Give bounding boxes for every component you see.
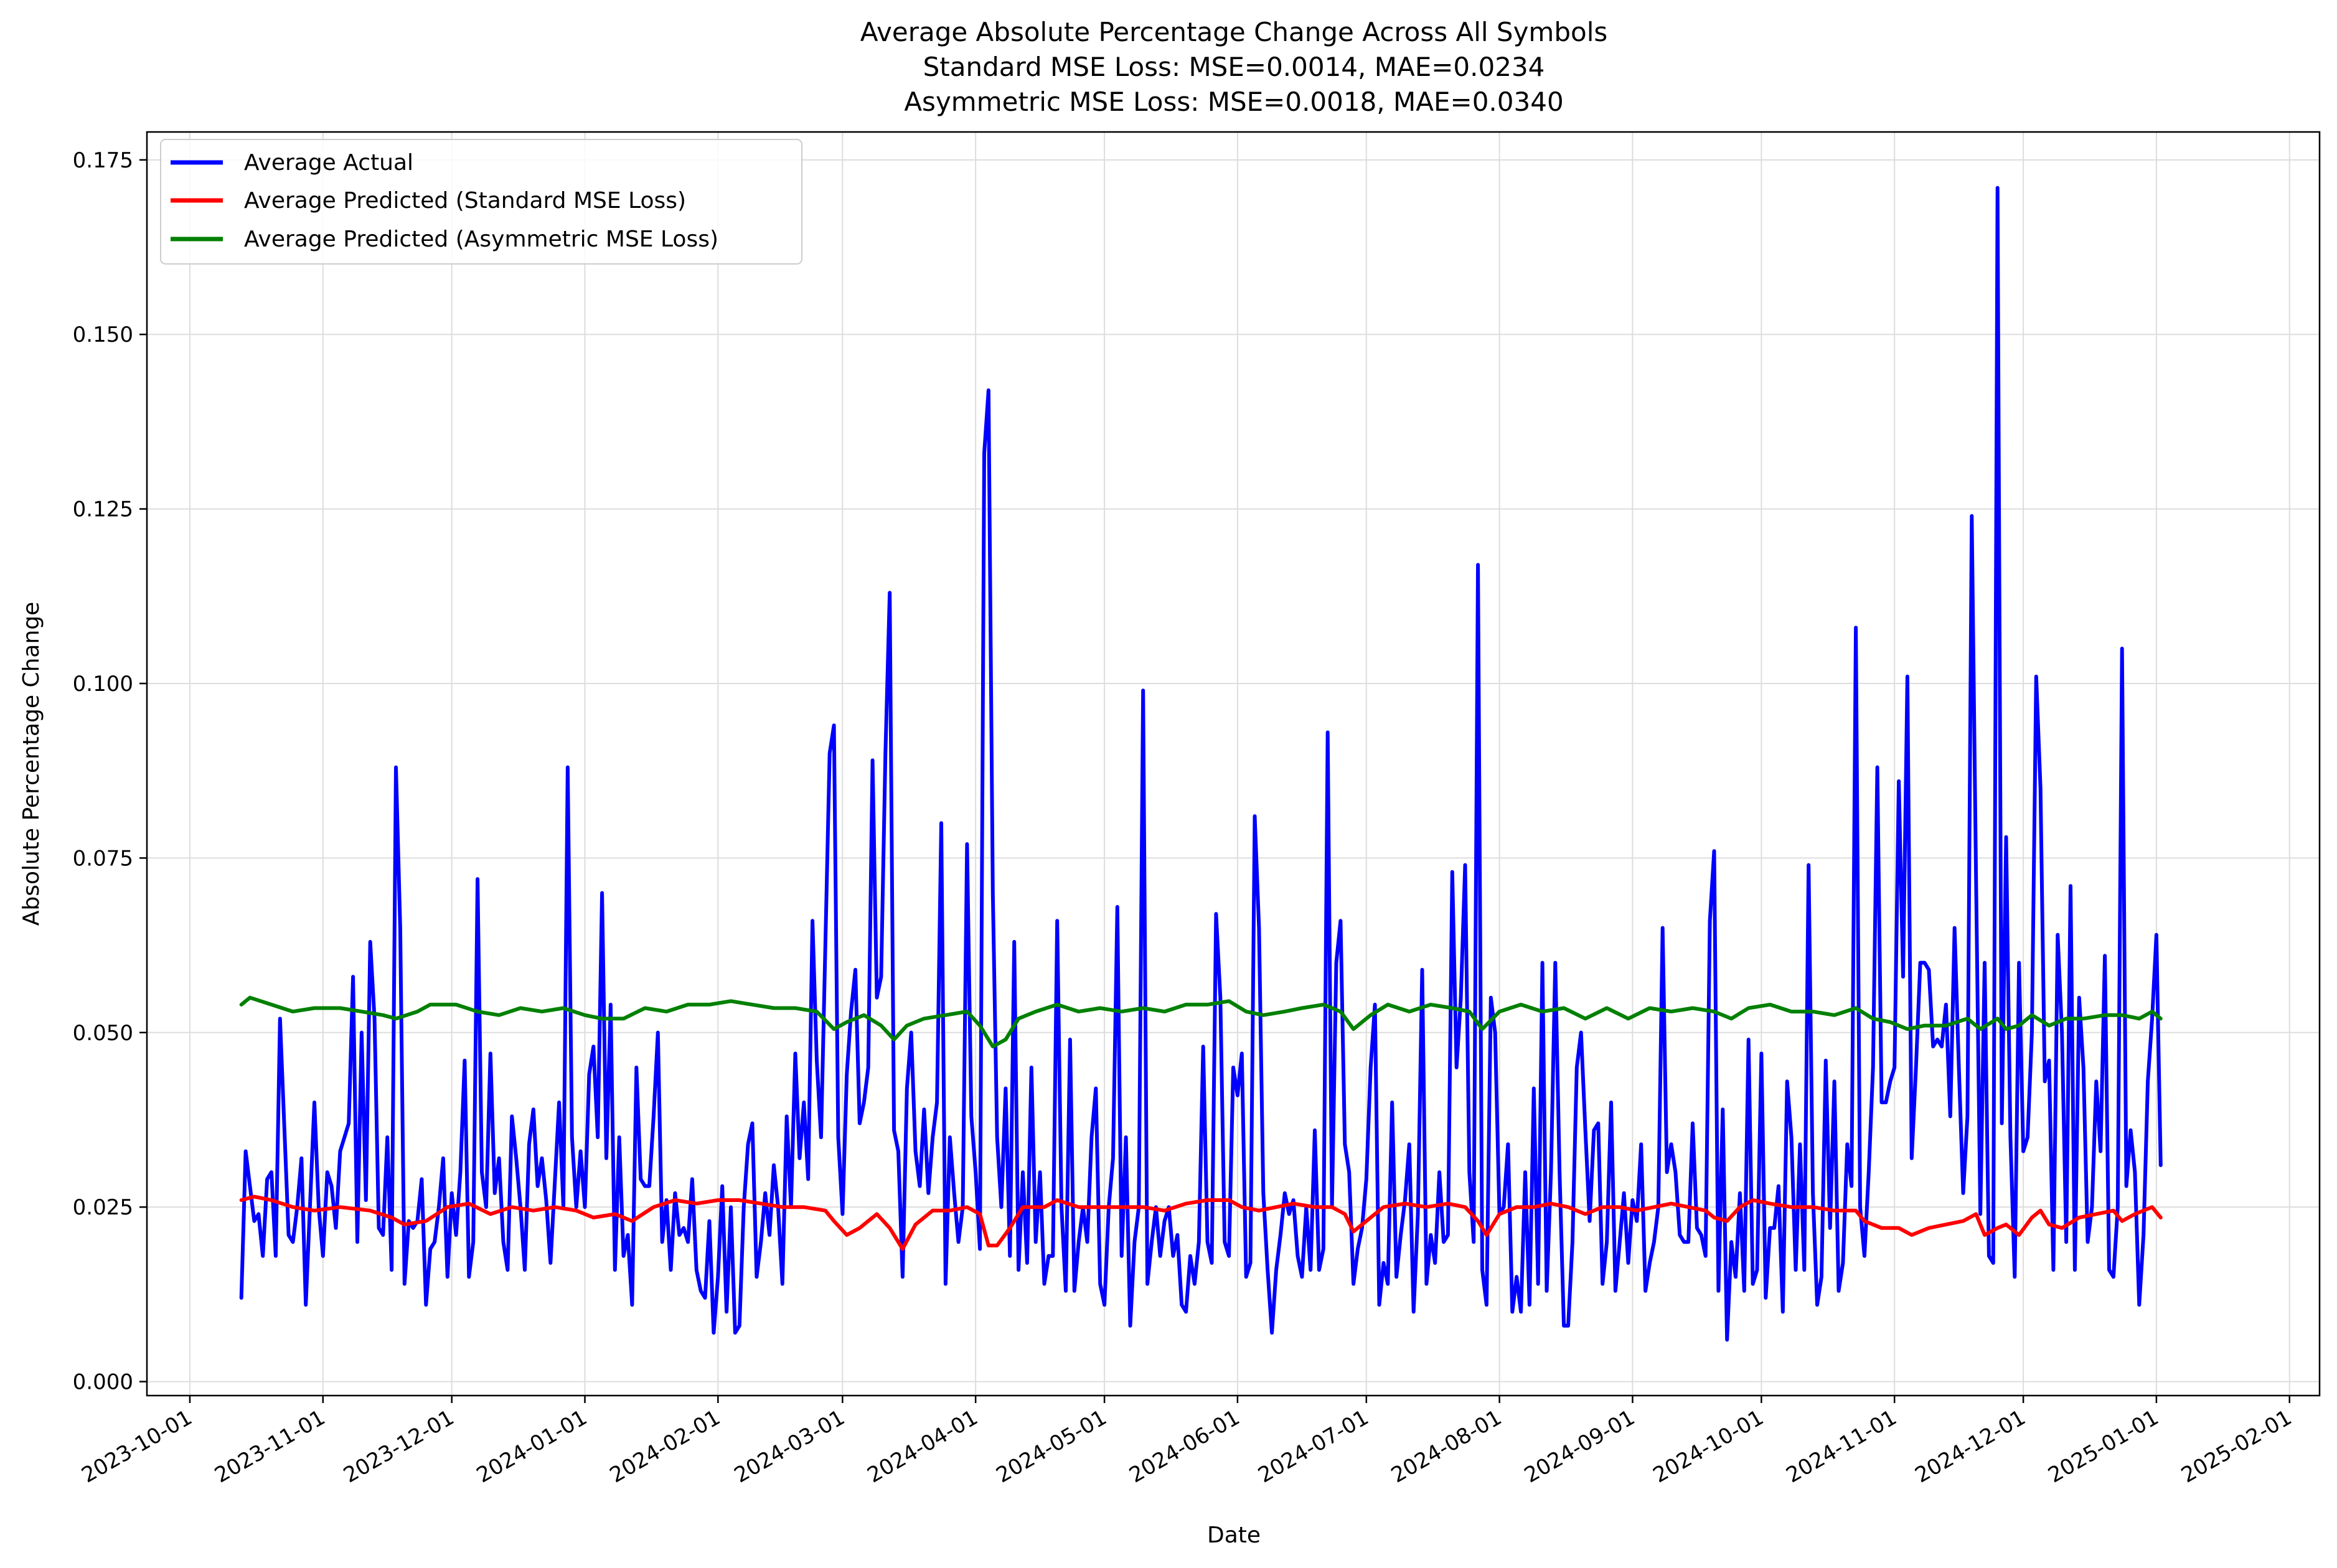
chart-title-block: Average Absolute Percentage Change Acros… xyxy=(860,17,1608,117)
chart-subtitle-line-2: Asymmetric MSE Loss: MSE=0.0018, MAE=0.0… xyxy=(904,87,1563,117)
y-tick-label: 0.075 xyxy=(73,846,133,871)
y-tick-label: 0.100 xyxy=(73,672,133,697)
legend-entry-average-actual: Average Actual xyxy=(171,150,413,176)
y-tick-label: 0.050 xyxy=(73,1021,133,1046)
y-tick-label: 0.125 xyxy=(73,497,133,522)
y-tick-label: 0.150 xyxy=(73,322,133,347)
y-tick-label: 0.175 xyxy=(73,148,133,173)
y-tick-label: 0.000 xyxy=(73,1370,133,1395)
y-tick-label: 0.025 xyxy=(73,1195,133,1220)
y-axis: 0.000 0.025 0.050 0.075 0.100 0.125 0.150 0.175 xyxy=(73,148,147,1395)
legend-entry-standard-mse: Average Predicted (Standard MSE Loss) xyxy=(171,188,686,214)
y-axis-label: Absolute Percentage Change xyxy=(19,602,44,926)
plot-area xyxy=(239,185,2163,1342)
chart-title: Average Absolute Percentage Change Acros… xyxy=(860,17,1608,47)
plot-frame xyxy=(146,131,2321,1397)
legend-label-average-actual: Average Actual xyxy=(244,150,413,176)
chart-subtitle-line-1: Standard MSE Loss: MSE=0.0014, MAE=0.023… xyxy=(923,52,1545,82)
legend: Average Actual Average Predicted (Standa… xyxy=(160,139,802,265)
legend-label-asymmetric-mse: Average Predicted (Asymmetric MSE Loss) xyxy=(244,227,718,252)
series-line-average-actual xyxy=(239,185,2163,1342)
x-axis-label: Date xyxy=(1207,1523,1261,1548)
series-line-standard-mse xyxy=(239,1195,2163,1251)
series-lines xyxy=(239,185,2163,1342)
legend-entry-asymmetric-mse: Average Predicted (Asymmetric MSE Loss) xyxy=(171,227,718,252)
series-line-asymmetric-mse xyxy=(239,995,2163,1049)
legend-box xyxy=(160,139,802,265)
legend-label-standard-mse: Average Predicted (Standard MSE Loss) xyxy=(244,188,686,214)
